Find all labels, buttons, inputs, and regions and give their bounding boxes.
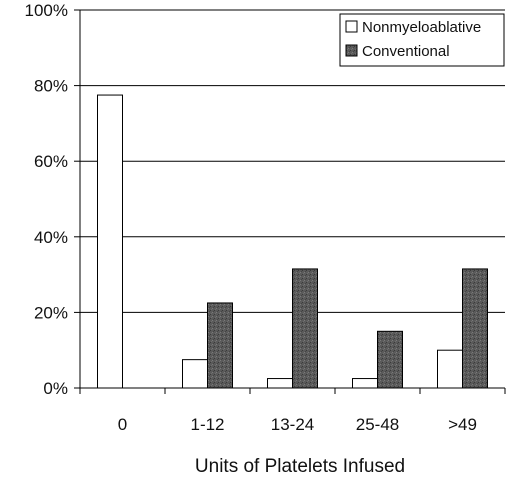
legend-swatch-nonmyeloablative bbox=[345, 20, 358, 33]
legend-label-nonmyeloablative: Nonmyeloablative bbox=[362, 19, 481, 36]
x-tick-label: >49 bbox=[448, 415, 477, 434]
y-tick-label: 20% bbox=[34, 303, 68, 322]
y-tick-label: 40% bbox=[34, 228, 68, 247]
legend-swatch-conventional bbox=[345, 44, 358, 57]
x-tick-label: 0 bbox=[118, 415, 127, 434]
y-tick-label: 100% bbox=[25, 1, 68, 20]
y-tick-label: 80% bbox=[34, 77, 68, 96]
bar-conventional-1 bbox=[207, 302, 233, 389]
bar-conventional-4 bbox=[462, 268, 488, 389]
bar-conventional-3 bbox=[377, 330, 403, 389]
x-axis-label: Units of Platelets Infused bbox=[195, 456, 405, 477]
gridlines bbox=[80, 9, 505, 313]
y-tick-label: 60% bbox=[34, 152, 68, 171]
y-tick-label: 0% bbox=[43, 379, 68, 398]
y-axis-ticks: 0% 20% 40% 60% 80% 100% bbox=[25, 1, 80, 398]
bars bbox=[97, 94, 488, 389]
bar-nonmyeloablative-2 bbox=[267, 378, 293, 389]
x-tick-label: 13-24 bbox=[271, 415, 314, 434]
axes bbox=[79, 10, 505, 389]
x-tick-label: 1-12 bbox=[190, 415, 224, 434]
bar-conventional-2 bbox=[292, 268, 318, 389]
legend-box bbox=[339, 13, 505, 67]
bar-nonmyeloablative-1 bbox=[182, 359, 208, 389]
x-axis-ticks: 0 1-12 13-24 25-48 >49 bbox=[79, 388, 506, 434]
legend: Nonmyeloablative Conventional bbox=[339, 13, 505, 67]
bar-nonmyeloablative-3 bbox=[352, 378, 378, 389]
x-tick-label: 25-48 bbox=[356, 415, 399, 434]
legend-label-conventional: Conventional bbox=[362, 43, 450, 60]
bar-nonmyeloablative-0 bbox=[97, 94, 123, 389]
bar-nonmyeloablative-4 bbox=[437, 349, 463, 389]
